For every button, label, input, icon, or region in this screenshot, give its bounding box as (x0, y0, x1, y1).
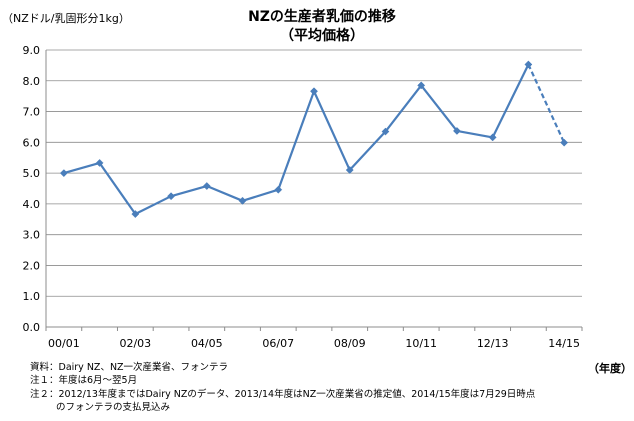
axes (45, 50, 583, 331)
x-axis-title: （年度） (588, 361, 632, 375)
x-tick-label: 06/07 (262, 337, 294, 350)
data-point (59, 169, 68, 178)
data-point (452, 126, 461, 135)
data-point (488, 133, 497, 142)
y-tick-label: 4.0 (23, 198, 41, 211)
x-tick-label: 04/05 (191, 337, 223, 350)
data-point (345, 166, 354, 174)
y-tick-labels: 0.0 1.0 2.0 3.0 4.0 5.0 6.0 7.0 8.0 9.0 (23, 44, 41, 334)
data-point (560, 138, 569, 147)
chart-subtitle: （平均価格） (280, 27, 364, 44)
data-point (524, 60, 533, 69)
data-point (381, 127, 390, 136)
gridlines (46, 49, 582, 297)
series-line-dashed (527, 64, 566, 144)
y-tick-label: 0.0 (23, 321, 41, 334)
y-tick-label: 2.0 (23, 259, 41, 272)
x-tick-labels: 00/01 02/03 04/05 06/07 08/09 10/11 12/13 14/15 (48, 337, 580, 350)
x-tick-label: 02/03 (119, 337, 151, 350)
y-tick-label: 7.0 (23, 106, 41, 119)
y-tick-label: 8.0 (23, 75, 41, 88)
data-point (95, 159, 104, 167)
source-note: 資料：Dairy NZ、NZ一次産業省、フォンテラ (30, 362, 229, 373)
data-point (238, 196, 247, 205)
note-data-sources-cont: のフォンテラの支払見込み (56, 402, 171, 413)
x-tick-label: 00/01 (48, 337, 80, 350)
y-tick-label: 9.0 (23, 44, 41, 57)
chart-title: NZの生産者乳価の推移 (248, 8, 396, 25)
x-tick-label: 10/11 (405, 337, 437, 350)
series-line-solid (63, 63, 530, 216)
x-tick-label: 14/15 (548, 337, 580, 350)
data-point (202, 182, 211, 190)
y-tick-label: 6.0 (23, 136, 41, 149)
data-point (417, 81, 426, 90)
data-point (310, 87, 318, 96)
price-series (59, 60, 569, 218)
y-tick-label: 3.0 (23, 229, 41, 242)
note-data-sources: 注２：2012/13年度まではDairy NZのデータ、2013/14年度はNZ… (30, 389, 536, 400)
x-tick-label: 08/09 (334, 337, 366, 350)
data-point (131, 210, 140, 218)
data-point (167, 192, 176, 201)
x-tick-label: 12/13 (477, 337, 509, 350)
y-tick-label: 5.0 (23, 167, 41, 180)
y-axis-title: （NZドル/乳固形分1kg） (2, 12, 130, 25)
data-point (274, 185, 283, 194)
note-fiscal-year: 注１：年度は6月～翌5月 (30, 375, 138, 386)
y-tick-label: 1.0 (23, 290, 41, 303)
